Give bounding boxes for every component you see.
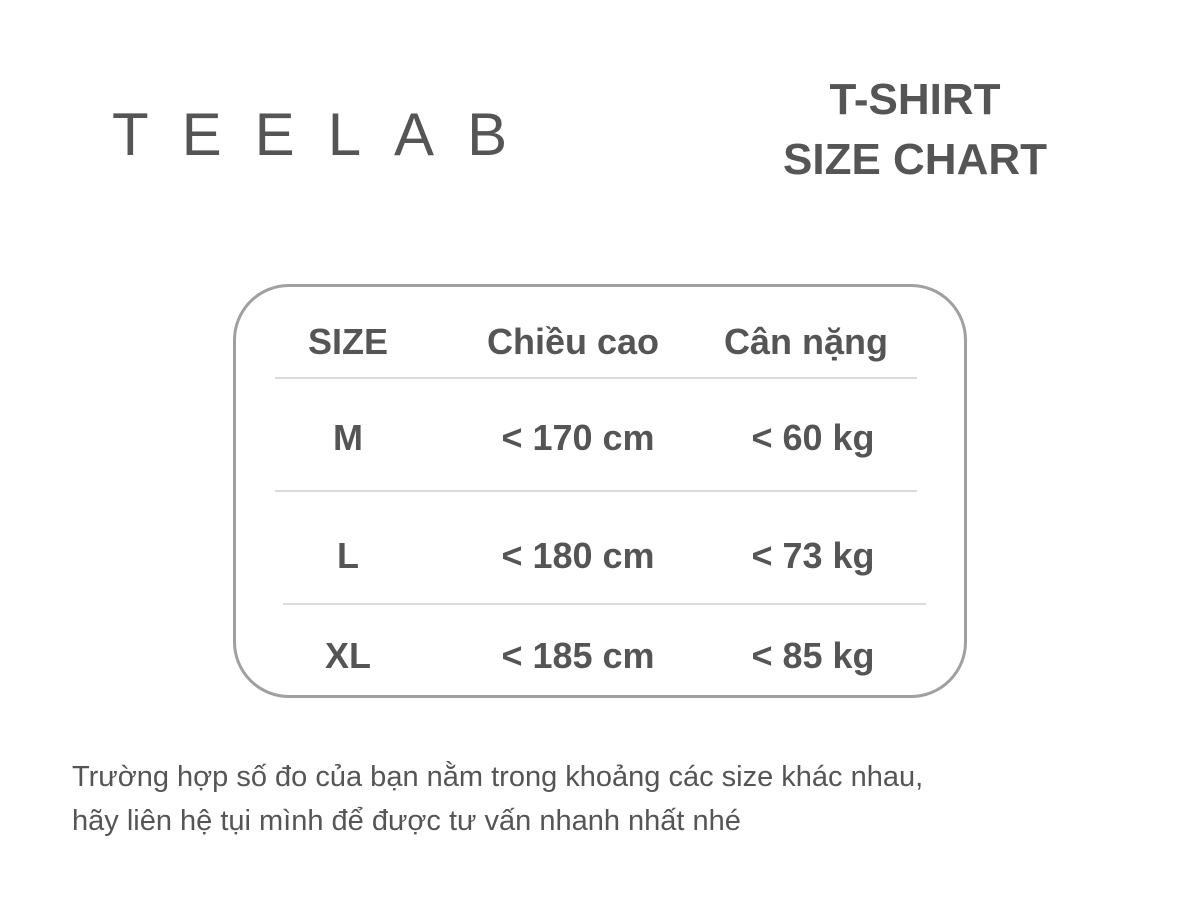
page-title: T-SHIRT SIZE CHART bbox=[760, 70, 1070, 190]
row-height: < 185 cm bbox=[501, 635, 655, 676]
divider bbox=[275, 377, 917, 379]
title-line-1: T-SHIRT bbox=[829, 75, 1001, 124]
note-line-2: hãy liên hệ tụi mình để được tư vấn nhan… bbox=[72, 805, 741, 837]
header-size: SIZE bbox=[307, 321, 389, 362]
row-weight: < 73 kg bbox=[751, 535, 875, 576]
row-height: < 180 cm bbox=[501, 535, 655, 576]
footer-note: Trường hợp số đo của bạn nằm trong khoản… bbox=[72, 755, 923, 843]
header-weight: Cân nặng bbox=[723, 321, 889, 362]
row-weight: < 85 kg bbox=[751, 635, 875, 676]
header-height: Chiều cao bbox=[486, 321, 660, 362]
row-size: XL bbox=[324, 635, 372, 676]
note-line-1: Trường hợp số đo của bạn nằm trong khoản… bbox=[72, 761, 924, 793]
title-line-2: SIZE CHART bbox=[783, 135, 1047, 184]
divider bbox=[275, 490, 917, 492]
row-size: L bbox=[337, 535, 359, 576]
row-height: < 170 cm bbox=[501, 417, 655, 458]
divider bbox=[283, 603, 926, 605]
brand-logo: TEELAB bbox=[112, 101, 541, 168]
row-size: M bbox=[333, 417, 363, 458]
size-table-frame bbox=[233, 284, 967, 698]
row-weight: < 60 kg bbox=[751, 417, 875, 458]
